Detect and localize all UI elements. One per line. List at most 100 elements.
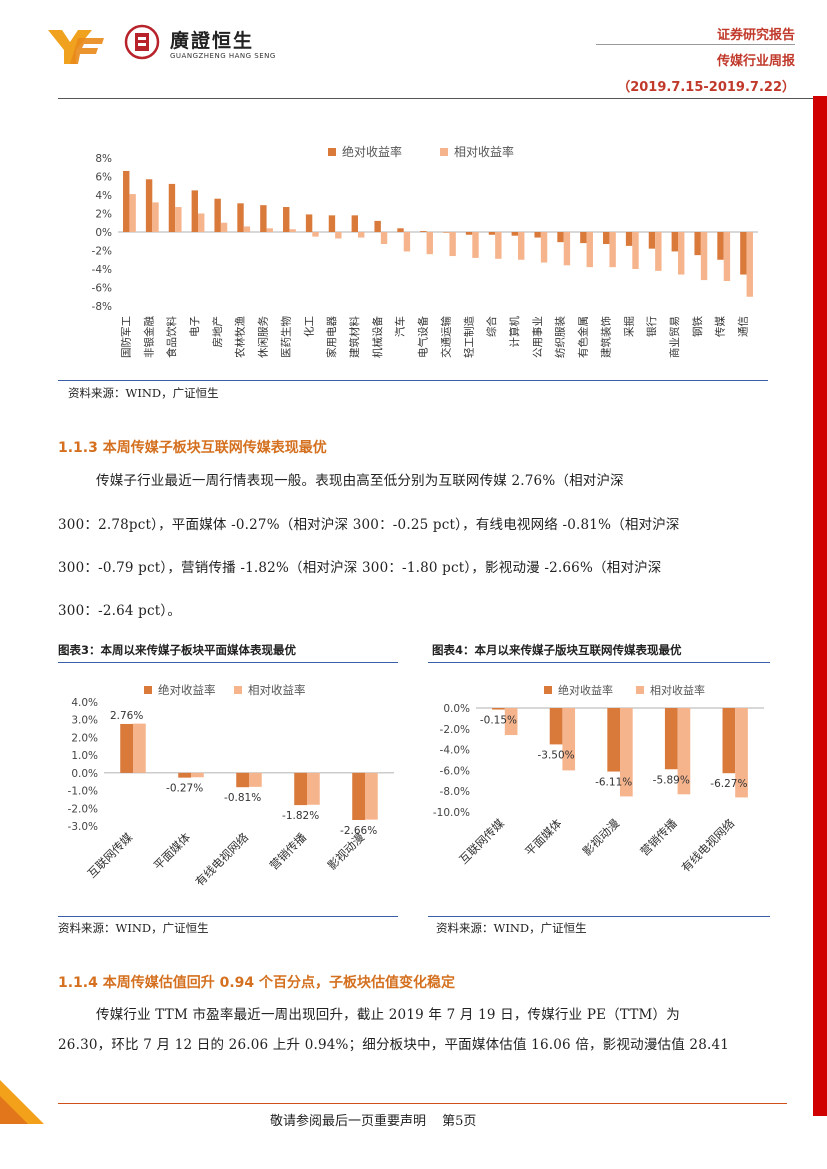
bar <box>191 772 204 778</box>
figure4-title-rule <box>428 662 770 663</box>
bar <box>746 232 753 297</box>
category-label: 平面媒体 <box>151 830 194 873</box>
footer-rule <box>58 1103 787 1104</box>
bar <box>492 708 505 710</box>
y-tick-label: -4.0% <box>440 745 470 757</box>
bar <box>305 214 313 232</box>
bar <box>236 772 249 788</box>
category-label: 家用电器 <box>325 316 338 358</box>
bar <box>168 183 176 232</box>
section-113-line-1: 传媒子行业最近一周行情表现一般。表现由高至低分别为互联网传媒 2.76%（相对沪… <box>96 473 624 489</box>
bar <box>511 232 518 236</box>
category-label: 有线电视网络 <box>192 830 251 889</box>
y-tick-label: 0.0% <box>443 703 470 715</box>
category-label: 电气设备 <box>417 316 430 358</box>
y-tick-label: 6% <box>95 172 112 184</box>
page-number: 第5页 <box>442 1114 477 1129</box>
bar <box>358 232 365 238</box>
legend-swatch <box>440 148 448 156</box>
category-label: 化工 <box>302 316 315 337</box>
legend-label: 绝对收益率 <box>558 683 613 697</box>
bar <box>214 198 221 232</box>
bar <box>648 232 656 249</box>
section-114-line-2: 26.30，环比 7 月 12 日的 26.06 上升 0.94%；细分板块中，… <box>58 1037 730 1053</box>
industry-return-chart: 绝对收益率 相对收益率 8% 6% 4% 2% 0% -2% -4% -6% -8% 国防军工 非银金融… <box>92 144 758 358</box>
bar <box>717 232 724 260</box>
category-label: 通信 <box>738 316 750 337</box>
section-title-1-1-3: 1.1.3 本周传媒子板块互联网传媒表现最优 <box>58 440 327 456</box>
data-label: -5.89% <box>653 774 690 786</box>
figure4-title: 图表4：本月以来传媒子版块互联网传媒表现最优 <box>432 643 682 657</box>
bar <box>449 232 456 257</box>
y-tick-label: -8% <box>92 301 112 313</box>
bar <box>671 232 678 252</box>
bar <box>237 203 244 232</box>
category-label: 纺织服装 <box>554 316 567 358</box>
bar <box>655 232 662 271</box>
section-113-line-3: 300：-0.79 pct），营销传播 -1.82%（相对沪深 300：-1.8… <box>58 560 662 576</box>
bar <box>397 228 404 232</box>
bar <box>632 232 639 269</box>
category-label: 食品饮料 <box>165 316 178 358</box>
legend-label: 绝对收益率 <box>342 144 402 159</box>
bar <box>335 232 342 239</box>
bar <box>352 772 365 820</box>
bar <box>312 232 319 237</box>
section-title-1-1-4: 1.1.4 本周传媒估值回升 0.94 个百分点，子板块估值变化稳定 <box>58 975 456 991</box>
date-range: （2019.7.15-2019.7.22） <box>617 80 795 95</box>
bar <box>549 708 563 745</box>
y-tick-label: 2.0% <box>71 732 98 744</box>
category-label: 轻工制造 <box>462 316 475 358</box>
bar <box>534 232 541 238</box>
bar <box>420 231 427 232</box>
bar <box>694 232 701 256</box>
category-label: 综合 <box>485 316 498 337</box>
bar <box>351 215 358 232</box>
bar <box>607 708 620 772</box>
bar <box>677 708 691 795</box>
category-label: 有线电视网络 <box>679 816 738 875</box>
category-label: 医药生物 <box>279 316 292 358</box>
category-label: 房地产 <box>211 316 224 348</box>
legend-label: 相对收益率 <box>248 683 306 697</box>
header-rule <box>58 98 827 99</box>
bar <box>562 708 576 771</box>
category-label: 机械设备 <box>371 316 384 358</box>
report-type: 证券研究报告 <box>716 28 795 43</box>
bar <box>620 708 633 797</box>
legend-label: 绝对收益率 <box>158 683 216 697</box>
bar <box>133 723 146 773</box>
data-label: -6.27% <box>710 778 747 790</box>
category-label: 交通运输 <box>439 316 452 358</box>
y-tick-label: -2.0% <box>440 724 470 736</box>
bar <box>120 723 133 773</box>
bar <box>735 708 748 798</box>
bar <box>723 232 731 282</box>
category-label: 商业贸易 <box>668 316 681 358</box>
bar <box>249 772 262 787</box>
bar <box>198 213 205 232</box>
bar <box>129 194 136 232</box>
data-label: -2.66% <box>340 825 377 837</box>
y-tick-label: -3.0% <box>68 821 98 833</box>
bar <box>380 232 388 245</box>
category-label: 互联网传媒 <box>456 816 507 867</box>
bar <box>603 232 610 245</box>
legend-swatch <box>544 686 552 694</box>
category-label: 采掘 <box>622 316 635 337</box>
y-tick-label: -1.0% <box>68 786 98 798</box>
data-label: -0.15% <box>480 715 517 727</box>
category-label: 电子 <box>188 316 201 337</box>
category-label: 建筑装饰 <box>599 316 612 358</box>
bar <box>283 207 290 232</box>
bar <box>586 232 593 268</box>
company-name-cn: 廣證恒生 <box>170 30 255 52</box>
figure4-source: 资料来源：WIND，广证恒生 <box>436 921 587 935</box>
bar <box>260 205 267 232</box>
category-label: 有色金属 <box>577 316 590 358</box>
figure2-rule <box>58 380 768 381</box>
y-tick-label: -6% <box>92 283 112 295</box>
y-tick-label: 4% <box>95 190 112 202</box>
footer-corner-icon <box>0 1080 48 1124</box>
figure2-source: 资料来源：WIND，广证恒生 <box>68 386 219 400</box>
